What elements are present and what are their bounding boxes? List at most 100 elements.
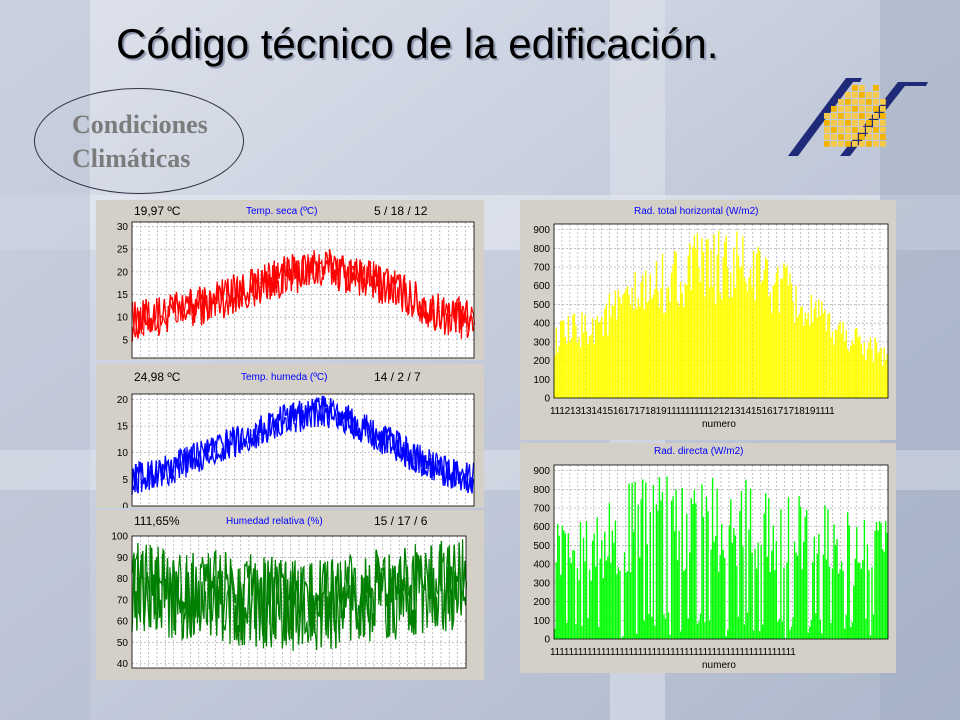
bar-rad_total xyxy=(567,316,570,398)
bar-rad_directa xyxy=(777,621,779,639)
logo-cell xyxy=(859,120,865,126)
bar-rad_directa xyxy=(880,523,882,639)
bar-rad_directa xyxy=(790,626,793,639)
chart-temp-humeda-plot: 0 5 10 15 20 xyxy=(117,393,475,508)
bar-rad_directa xyxy=(847,512,849,639)
bar-rad_total xyxy=(757,246,759,398)
logo-cell xyxy=(859,141,865,147)
bar-rad_total xyxy=(573,313,576,398)
bar-rad_directa xyxy=(649,511,652,639)
bar-rad_total xyxy=(771,312,773,398)
bar-rad_total xyxy=(598,323,600,398)
bar-rad_total xyxy=(687,255,689,398)
bar-rad_directa xyxy=(772,525,774,639)
logo-cell xyxy=(852,127,858,133)
bar-rad_directa xyxy=(578,580,580,639)
bar-rad_directa xyxy=(701,484,703,639)
bar-rad_total xyxy=(871,349,873,398)
bar-rad_directa xyxy=(572,549,574,639)
bar-rad_total xyxy=(743,277,746,398)
bar-rad_directa xyxy=(865,618,867,639)
bar-rad_directa xyxy=(581,626,583,639)
y-tick-label: 40 xyxy=(117,659,129,670)
bar-rad_total xyxy=(570,338,573,398)
bar-rad_directa xyxy=(809,626,811,639)
y-tick-label: 100 xyxy=(111,532,128,543)
logo-cell xyxy=(859,106,865,112)
chart-temp-seca: 5 10 15 20 25 30 19,97 ºC Temp. seca (ºC) 5 /… xyxy=(96,200,484,360)
logo-cell xyxy=(880,99,886,105)
logo-cell xyxy=(859,134,865,140)
bar-rad_directa xyxy=(827,509,829,639)
bar-rad_total xyxy=(843,341,846,398)
bar-rad_total xyxy=(840,333,843,398)
bar-rad_total xyxy=(875,342,878,398)
bar-rad_total xyxy=(673,250,676,398)
bar-rad_total xyxy=(818,299,820,398)
bar-rad_total xyxy=(555,327,557,398)
bar-rad_directa xyxy=(774,570,776,639)
logo-cell xyxy=(873,120,879,126)
bar-rad_directa xyxy=(786,562,788,639)
series-line-temp_seca-dense xyxy=(131,249,476,339)
bar-rad_total xyxy=(877,353,879,398)
bar-rad_directa xyxy=(619,570,621,639)
bar-rad_total xyxy=(717,230,720,398)
bar-rad_directa xyxy=(620,637,623,639)
bar-rad_total xyxy=(722,257,724,398)
bar-rad_directa xyxy=(872,614,875,639)
bar-rad_total xyxy=(831,331,834,398)
bar-rad_directa xyxy=(628,483,630,639)
logo-cell xyxy=(866,127,872,133)
plot-frame xyxy=(131,221,475,359)
bar-rad_total xyxy=(676,302,679,398)
callout-text: Condiciones Climáticas xyxy=(72,108,252,176)
callout-line-1: Condiciones xyxy=(72,110,208,139)
logo-cell xyxy=(866,141,872,147)
bar-rad_directa xyxy=(780,509,782,639)
bar-rad_total xyxy=(699,282,702,398)
bar-rad_directa xyxy=(730,499,732,639)
bar-rad_directa xyxy=(602,578,604,639)
rad-total-xlabel: numero xyxy=(702,419,736,430)
bar-rad_total xyxy=(827,314,829,398)
bar-rad_total xyxy=(614,290,617,398)
bar-rad_total xyxy=(708,287,711,398)
bar-rad_directa xyxy=(617,567,620,639)
bar-rad_total xyxy=(866,348,869,398)
logo-cell xyxy=(831,113,837,119)
bar-rad_total xyxy=(652,294,655,398)
y-tick-label: 600 xyxy=(533,281,550,292)
y-tick-label: 50 xyxy=(117,638,129,649)
bar-rad_directa xyxy=(850,627,852,639)
bar-rad_total xyxy=(853,343,855,398)
bar-rad_total xyxy=(854,328,856,398)
bar-rad_directa xyxy=(860,568,863,639)
logo-cell xyxy=(838,141,844,147)
bar-rad_directa xyxy=(608,503,611,639)
logo-cell xyxy=(852,92,858,98)
bar-rad_directa xyxy=(696,623,699,639)
bar-rad_directa xyxy=(719,555,721,639)
bar-rad_directa xyxy=(680,631,682,639)
bar-rad_directa xyxy=(705,496,708,639)
bar-rad_directa xyxy=(871,567,873,639)
bar-rad_directa xyxy=(840,561,843,639)
rad-directa-xlabel: numero xyxy=(702,660,736,671)
bar-rad_directa xyxy=(598,627,600,639)
logo-cell xyxy=(852,85,858,91)
bar-rad_total xyxy=(681,293,683,398)
logo-cell xyxy=(873,106,879,112)
bar-rad_directa xyxy=(557,524,559,639)
bar-rad_total xyxy=(670,272,673,398)
bar-rad_total xyxy=(865,360,867,398)
bar-rad_total xyxy=(705,239,708,398)
bar-rad_directa xyxy=(635,633,638,639)
bar-rad_total xyxy=(672,264,674,398)
bar-rad_total xyxy=(617,290,620,398)
bar-rad_directa xyxy=(642,479,644,639)
bar-rad_total xyxy=(690,289,693,398)
y-tick-label: 500 xyxy=(533,541,550,552)
bar-rad_directa xyxy=(842,570,844,639)
y-tick-label: 300 xyxy=(533,578,550,589)
